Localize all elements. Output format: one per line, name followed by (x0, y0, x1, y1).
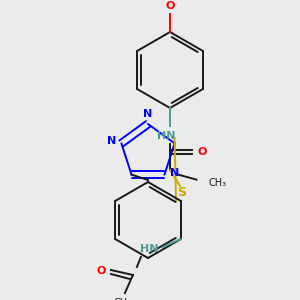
Text: N: N (107, 136, 116, 146)
Text: CH₃: CH₃ (114, 298, 132, 300)
Text: HN: HN (157, 131, 175, 141)
Text: HN: HN (140, 244, 158, 254)
Text: N: N (143, 109, 153, 119)
Text: O: O (197, 147, 207, 157)
Text: O: O (96, 266, 106, 276)
Text: S: S (178, 185, 187, 199)
Text: N: N (170, 168, 179, 178)
Text: O: O (165, 1, 175, 11)
Text: CH₃: CH₃ (208, 178, 226, 188)
